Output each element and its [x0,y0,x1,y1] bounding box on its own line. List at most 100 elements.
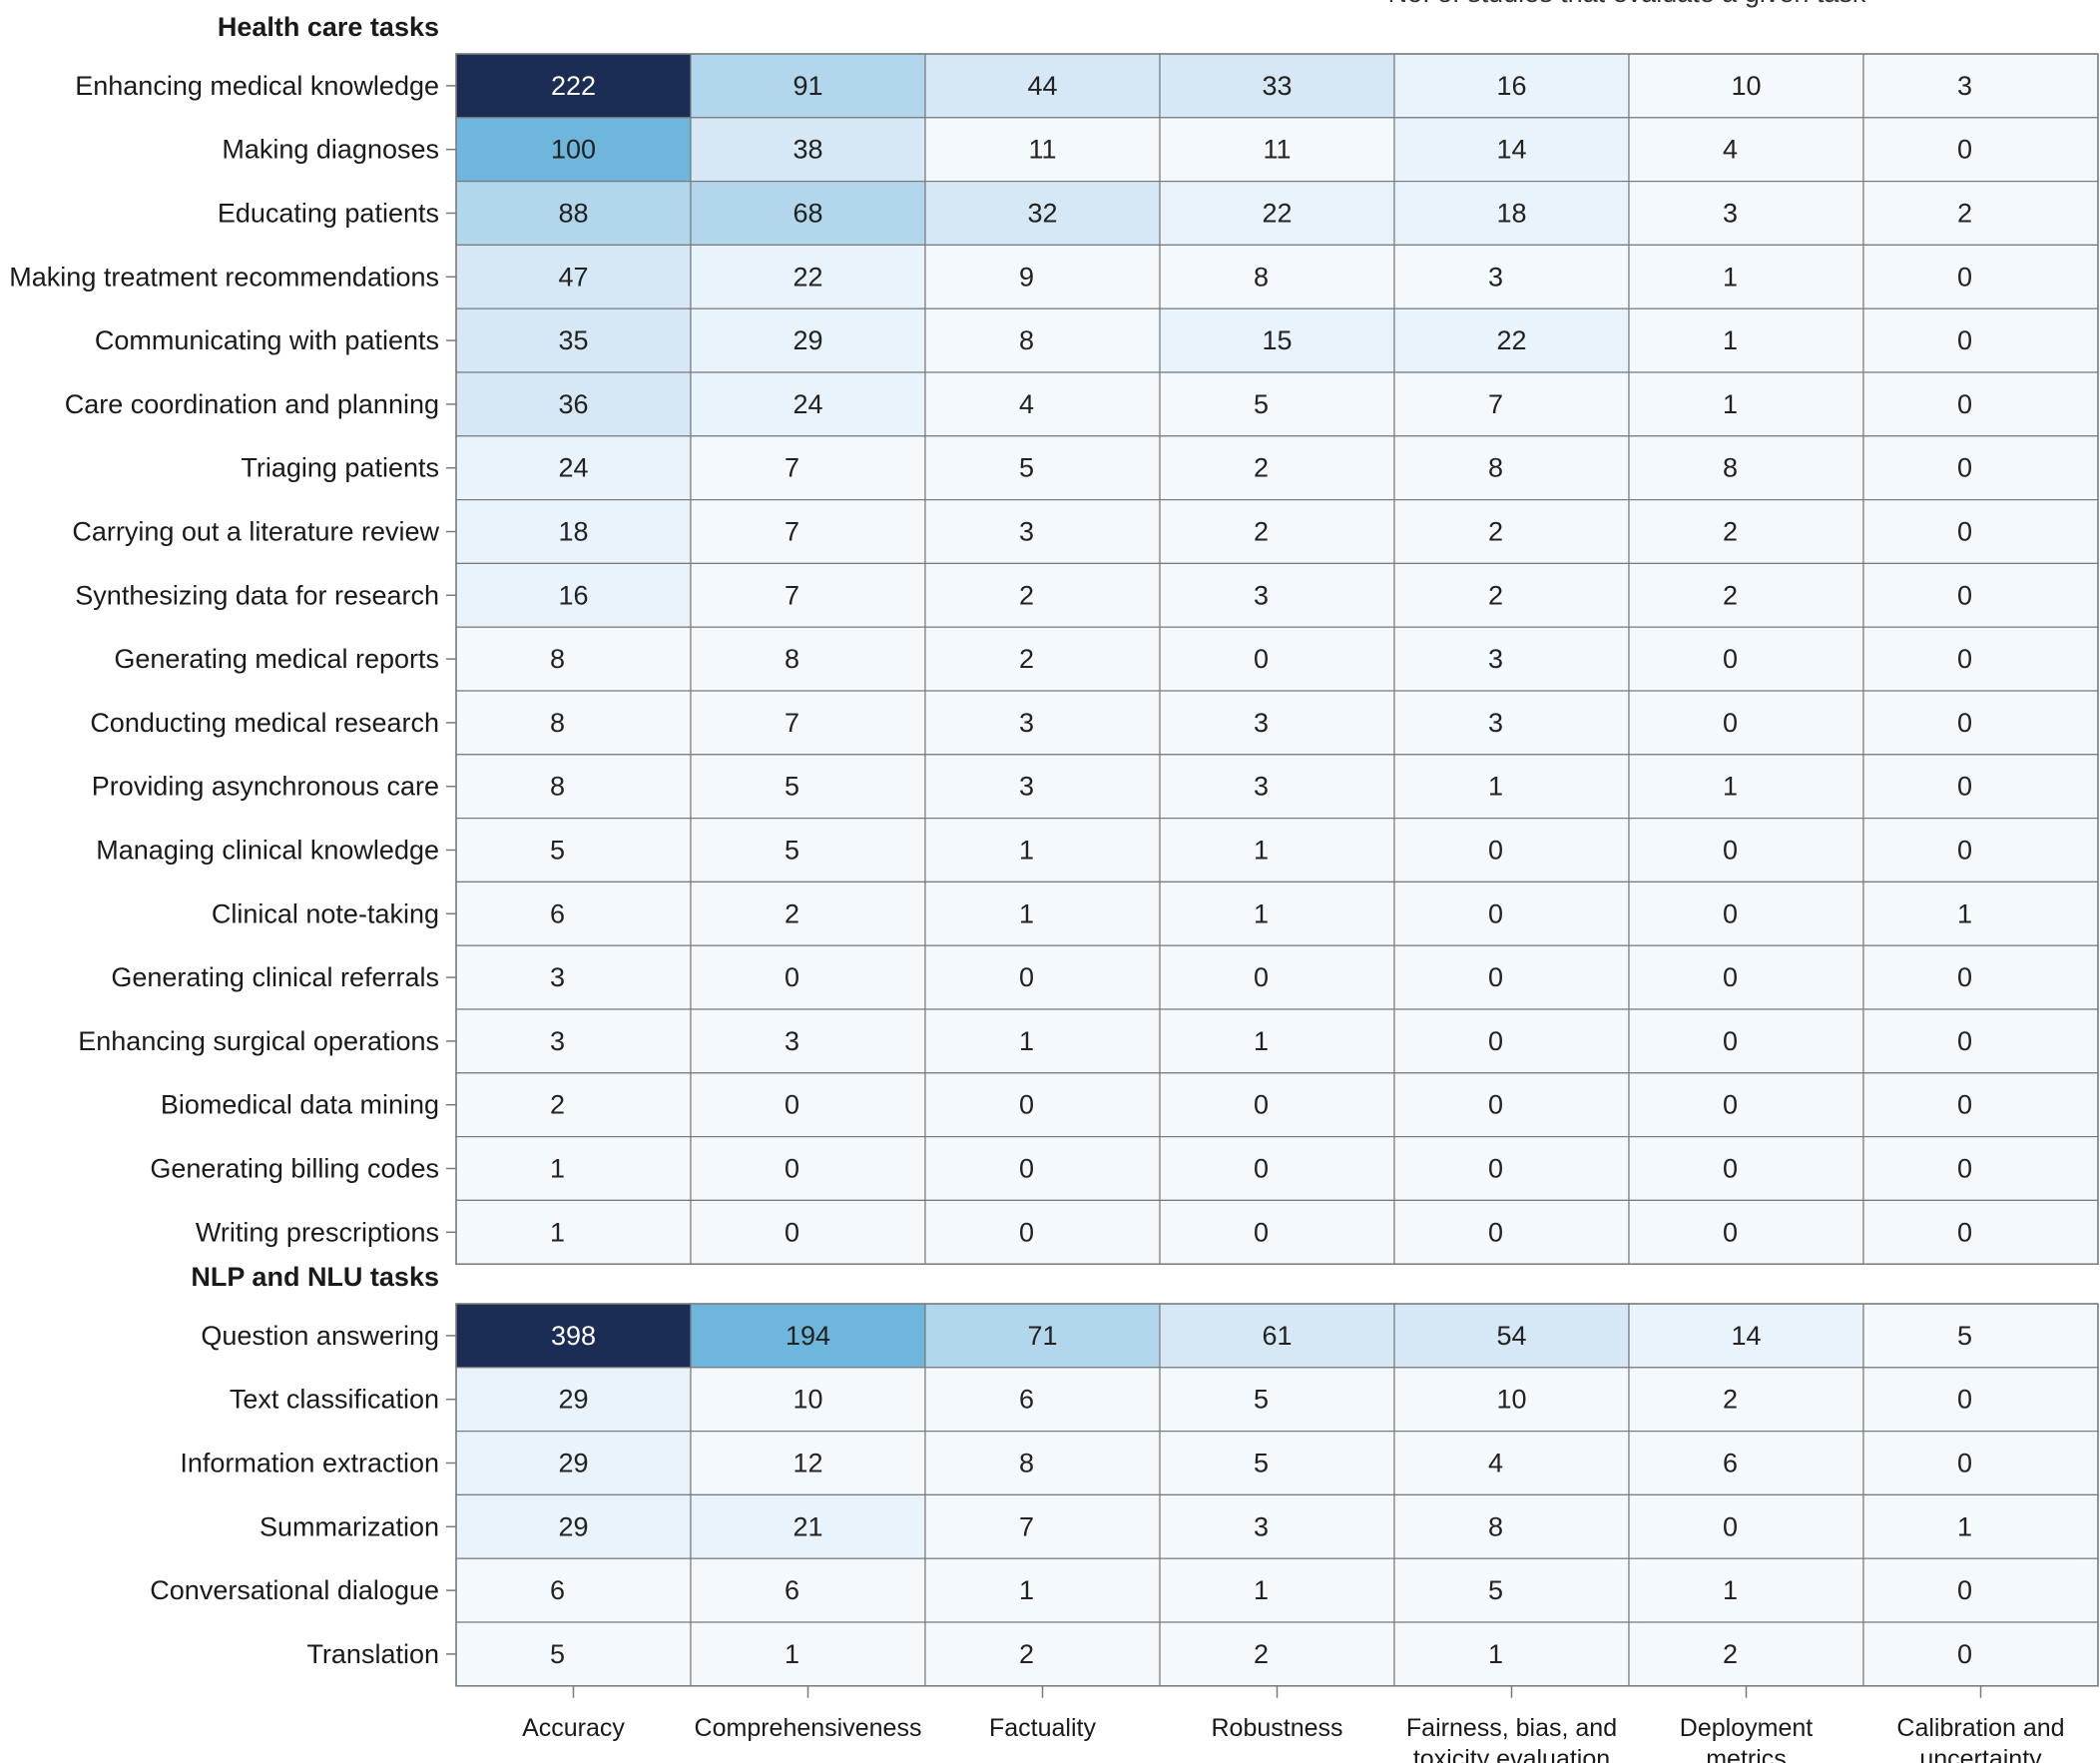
heatmap-cell [1159,1303,1395,1369]
heatmap-cell [690,1367,926,1433]
cell-value: 0 [1019,1217,1034,1247]
heatmap-cell [924,1557,1161,1623]
cell-value: 29 [558,1449,588,1478]
cell-value: 8 [1254,262,1269,292]
cell-value: 0 [1957,772,1972,802]
cell-value: 3 [1019,772,1034,802]
cell-value: 5 [1019,453,1034,483]
cell-value: 0 [1254,1090,1269,1120]
heatmap-cell [455,1135,692,1201]
row-label: Conducting medical research [90,708,439,738]
heatmap-cell [924,1135,1161,1201]
cell-value: 0 [1488,962,1503,992]
heatmap-cell [690,53,926,119]
row-label: Information extraction [180,1449,439,1478]
column-label: Accuracy [522,1714,625,1742]
heatmap-cell [690,944,926,1010]
cell-value: 0 [1723,1090,1738,1120]
heatmap-cell [1159,499,1395,565]
heatmap-cell [455,181,692,247]
cell-value: 0 [1723,962,1738,992]
cell-value: 11 [1028,135,1056,165]
heatmap-cell [924,435,1161,501]
legend-caption: No. of studies that evaluate a given tas… [1388,0,1866,8]
cell-value: 7 [1488,389,1503,419]
cell-value: 1 [1019,1026,1034,1056]
heatmap-cell [1862,1072,2099,1138]
heatmap-cell [1862,881,2099,946]
heatmap-cell [690,1303,926,1369]
heatmap-cell [1393,1621,1630,1687]
cell-value: 0 [1488,1154,1503,1184]
heatmap-cell [1159,371,1395,437]
cell-value: 0 [1723,644,1738,674]
heatmap-cell [1393,1430,1630,1495]
cell-value: 2 [1723,1385,1738,1415]
cell-value: 6 [550,1575,565,1605]
heatmap-cell [1159,1008,1395,1074]
heatmap-cell [1159,1199,1395,1265]
row-label: Making diagnoses [222,135,439,165]
cell-value: 398 [551,1321,596,1351]
heatmap-cell [924,562,1161,628]
heatmap-cell [1159,1367,1395,1433]
cell-value: 5 [550,836,565,866]
cell-value: 1 [1254,1575,1269,1605]
heatmap-cell [455,944,692,1010]
cell-value: 0 [1488,898,1503,928]
row-label: Care coordination and planning [65,389,439,419]
heatmap-cell [1862,244,2099,309]
cell-value: 3 [1254,580,1269,610]
row-label: Triaging patients [241,453,439,483]
heatmap-cell [1393,562,1630,628]
cell-value: 38 [792,135,822,165]
cell-value: 35 [558,325,588,355]
cell-value: 8 [1488,453,1503,483]
row-label: Enhancing surgical operations [78,1026,439,1056]
heatmap-cell [1628,690,1864,756]
heatmap-cell [1393,371,1630,437]
cell-value: 5 [1254,1449,1269,1478]
cell-value: 7 [785,580,799,610]
cell-value: 0 [1957,580,1972,610]
column-label: toxicity evaluation [1413,1745,1610,1763]
heatmap-cell [1628,1493,1864,1559]
cell-value: 7 [1019,1511,1034,1541]
heatmap-cell [455,1008,692,1074]
cell-value: 8 [550,708,565,738]
heatmap-cell [1393,944,1630,1010]
heatmap-cell [1862,1135,2099,1201]
cell-value: 71 [1027,1321,1057,1351]
heatmap-cell [455,817,692,882]
heatmap-cell [1628,881,1864,946]
cell-value: 0 [1723,708,1738,738]
heatmap-cell [690,435,926,501]
heatmap-cell [1159,1135,1395,1201]
cell-value: 0 [1957,962,1972,992]
heatmap-cell [1393,181,1630,247]
heatmap-cell [455,690,692,756]
cell-value: 18 [558,517,588,547]
heatmap-cell [455,435,692,501]
heatmap-cell [1159,117,1395,183]
heatmap-cell [924,1199,1161,1265]
heatmap-cell [1159,1621,1395,1687]
heatmap-cell [690,1430,926,1495]
heatmap-cell [1628,181,1864,247]
cell-value: 2 [1019,1639,1034,1669]
heatmap-cell [1862,371,2099,437]
cell-value: 29 [558,1385,588,1415]
column-label: uncertainty [1919,1745,2042,1763]
row-label: Educating patients [218,199,439,229]
heatmap-cell [690,1072,926,1138]
cell-value: 0 [1488,1217,1503,1247]
cell-value: 0 [1957,262,1972,292]
heatmap-cell [1628,754,1864,820]
cell-value: 1 [550,1154,565,1184]
cell-value: 2 [550,1090,565,1120]
cell-value: 2 [1488,580,1503,610]
cell-value: 0 [785,962,799,992]
heatmap-cell [924,307,1161,373]
cell-value: 0 [1957,1217,1972,1247]
cell-value: 0 [1723,1511,1738,1541]
